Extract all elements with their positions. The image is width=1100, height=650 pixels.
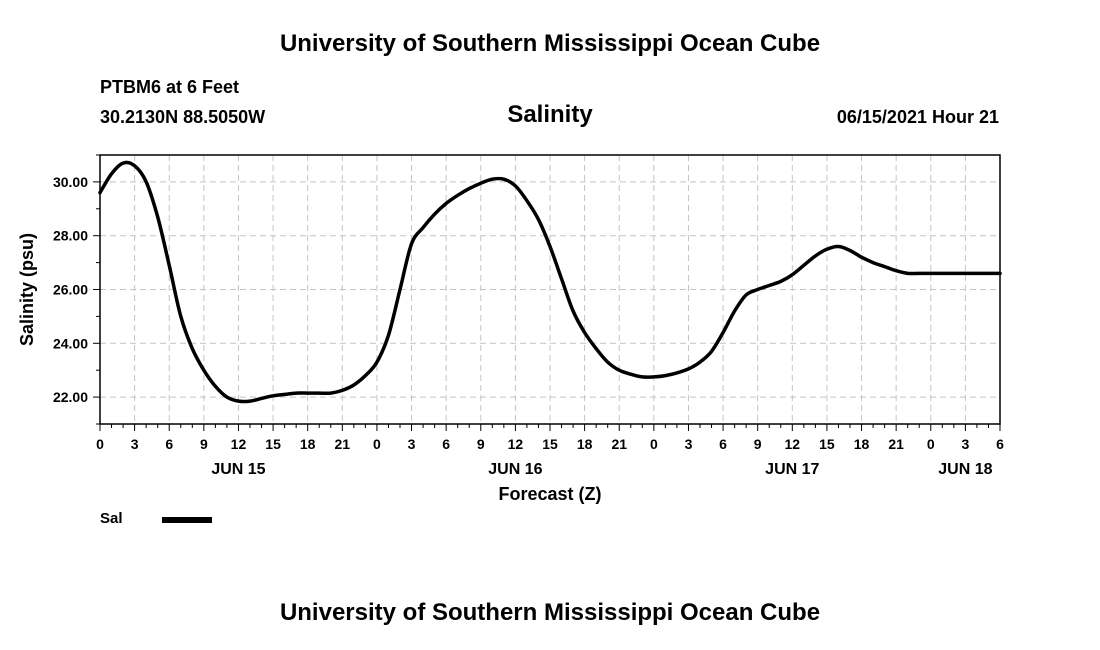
date-label: JUN 18 [938,461,992,478]
x-tick-label: 6 [719,436,727,452]
x-tick-label: 12 [231,436,247,452]
ticks [93,154,1001,431]
series-line-salinity [98,160,1002,404]
x-tick-label: 6 [996,436,1004,452]
legend-label: Sal [100,510,123,527]
x-tick-label: 15 [819,436,835,452]
station-coordinates: 30.2130N 88.5050W [100,107,266,127]
x-tick-label: 18 [300,436,316,452]
x-tick-label: 3 [685,436,693,452]
x-tick-label: 15 [542,436,558,452]
series-layer [98,160,1002,404]
x-tick-label: 21 [888,436,904,452]
x-tick-label: 0 [96,436,104,452]
x-tick-label: 15 [265,436,281,452]
forecast-timestamp: 06/15/2021 Hour 21 [836,107,999,127]
y-axis-label: Salinity (psu) [17,233,37,346]
x-tick-label: 9 [754,436,762,452]
x-tick-label: 3 [131,436,139,452]
x-tick-label: 12 [508,436,524,452]
x-tick-label: 0 [927,436,935,452]
tick-labels: 22.00 24.00 26.00 28.00 30.00 0 3 6 9 12 15 18 21 0 3 6… [53,174,1004,478]
y-tick-label: 30.00 [53,174,88,190]
x-tick-label: 21 [335,436,351,452]
y-tick-label: 22.00 [53,389,88,405]
x-tick-label: 18 [577,436,593,452]
grid [100,155,1000,424]
date-label: JUN 15 [211,461,265,478]
x-tick-label: 6 [442,436,450,452]
legend-swatch [162,517,212,523]
date-label: JUN 17 [765,461,819,478]
x-tick-label: 12 [785,436,801,452]
x-axis-label: Forecast (Z) [498,484,601,504]
y-tick-label: 28.00 [53,228,88,244]
x-tick-label: 18 [854,436,870,452]
page-title: University of Southern Mississippi Ocean… [279,30,821,57]
x-tick-label: 9 [477,436,485,452]
date-label: JUN 16 [488,461,542,478]
station-name: PTBM6 at 6 Feet [100,77,240,97]
x-tick-label: 9 [200,436,208,452]
x-tick-label: 21 [611,436,627,452]
x-tick-label: 0 [373,436,381,452]
x-tick-label: 0 [650,436,658,452]
chart-title: Salinity [507,101,593,128]
y-tick-label: 26.00 [53,282,88,298]
x-tick-label: 6 [165,436,173,452]
footer-title: University of Southern Mississippi Ocean… [279,599,821,626]
x-tick-label: 3 [408,436,416,452]
x-tick-label: 3 [961,436,969,452]
y-tick-label: 24.00 [53,335,88,351]
